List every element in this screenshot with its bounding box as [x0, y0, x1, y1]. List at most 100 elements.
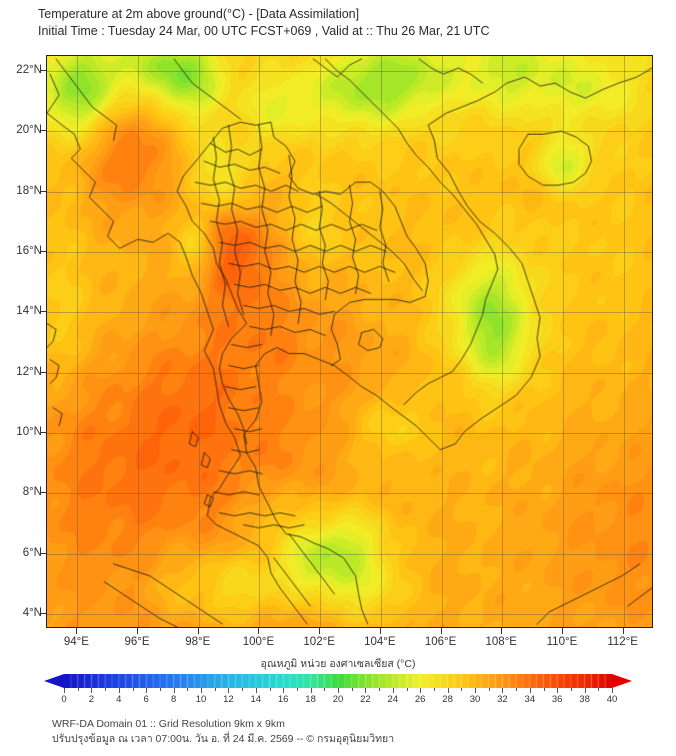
colorbar-minor-tick	[488, 688, 490, 691]
colorbar-label: อุณหภูมิ หน่วย องศาเซลเซียส (°C)	[260, 658, 416, 670]
y-tick-label: 8°N	[22, 486, 42, 499]
colorbar-major-tick	[91, 688, 93, 693]
colorbar-major-tick	[283, 688, 285, 693]
colorbar-tick-label: 34	[524, 694, 536, 705]
x-tick-label: 108°E	[485, 636, 517, 648]
x-tick-mark	[197, 628, 199, 634]
y-tick-mark	[40, 431, 46, 433]
colorbar-minor-tick	[105, 688, 107, 691]
y-tick-label: 16°N	[16, 245, 42, 258]
footer-model-info: WRF-DA Domain 01 :: Grid Resolution 9km …	[52, 718, 285, 730]
colorbar-major-tick	[584, 688, 586, 693]
x-tick-label: 110°E	[546, 636, 578, 648]
chart-title-block: Temperature at 2m above ground(°C) - [Da…	[38, 6, 658, 40]
colorbar-major-tick	[118, 688, 120, 693]
colorbar-major-tick	[557, 688, 559, 693]
colorbar-minor-tick	[433, 688, 435, 691]
colorbar-tick-label: 30	[469, 694, 481, 705]
colorbar-tick-label: 4	[116, 694, 122, 705]
colorbar-major-tick	[612, 688, 613, 693]
colorbar-minor-tick	[242, 688, 244, 691]
footer-block: WRF-DA Domain 01 :: Grid Resolution 9km …	[52, 717, 652, 747]
y-tick-label: 22°N	[16, 64, 42, 77]
colorbar-major-tick	[146, 688, 148, 693]
colorbar-major-tick	[228, 688, 230, 693]
y-tick-mark	[40, 492, 46, 494]
colorbar-tick-label: 20	[332, 694, 344, 705]
colorbar-major-tick	[255, 688, 257, 693]
colorbar-major-tick	[310, 688, 312, 693]
colorbar-tick-label: 2	[88, 694, 95, 705]
y-tick-label: 12°N	[16, 365, 42, 378]
x-tick-mark	[440, 628, 442, 634]
colorbar-tick-label: 0	[61, 694, 67, 705]
colorbar-minor-tick	[570, 688, 572, 691]
x-tick-label: 104°E	[364, 636, 396, 648]
colorbar-minor-tick	[324, 688, 326, 691]
colorbar-tick-label: 10	[195, 694, 207, 705]
x-tick-label: 94°E	[63, 636, 89, 648]
colorbar-major-tick	[502, 688, 504, 693]
colorbar-major-tick	[338, 688, 339, 693]
colorbar-under-arrow	[44, 674, 64, 688]
colorbar-minor-tick	[351, 688, 353, 691]
colorbar-major-tick	[201, 688, 202, 693]
colorbar-tick-label: 24	[387, 694, 399, 705]
colorbar-tick-label: 8	[170, 694, 177, 705]
y-tick-label: 10°N	[16, 425, 42, 438]
colorbar-block: อุณหภูมิ หน่วย องศาเซลเซียส (°C) 0 2 4 6 8 10…	[0, 655, 676, 713]
colorbar[interactable]: 0 2 4 6 8 10 12 14 16 18 20 22 24 26 28 30 32 34 36 38 40	[44, 672, 632, 705]
colorbar-minor-tick	[296, 688, 298, 691]
colorbar-major-tick	[64, 688, 65, 693]
y-tick-label: 18°N	[16, 184, 42, 197]
y-tick-label: 4°N	[22, 606, 42, 619]
colorbar-minor-tick	[77, 688, 79, 691]
colorbar-over-arrow	[612, 674, 632, 688]
x-tick-label: 102°E	[303, 636, 335, 648]
y-tick-mark	[40, 190, 46, 192]
y-tick-mark	[40, 70, 46, 72]
y-tick-mark	[40, 311, 46, 313]
chart-subtitle: Initial Time : Tuesday 24 Mar, 00 UTC FC…	[38, 24, 490, 38]
x-tick-mark	[76, 628, 78, 634]
colorbar-minor-tick	[159, 688, 161, 691]
x-tick-label: 96°E	[124, 636, 150, 648]
temperature-heatmap-canvas	[47, 56, 652, 627]
colorbar-tick-label: 14	[250, 694, 262, 705]
x-tick-label: 100°E	[242, 636, 275, 648]
colorbar-major-tick	[392, 688, 394, 693]
y-tick-label: 20°N	[16, 124, 42, 137]
x-tick-mark	[561, 628, 563, 634]
x-tick-mark	[379, 628, 381, 634]
colorbar-minor-tick	[214, 688, 216, 691]
x-tick-mark	[258, 628, 260, 634]
x-tick-mark	[319, 628, 321, 634]
x-tick-mark	[137, 628, 139, 634]
colorbar-gradient	[64, 674, 612, 688]
colorbar-minor-tick	[543, 688, 545, 691]
colorbar-minor-tick	[187, 688, 189, 691]
x-tick-label: 112°E	[607, 636, 638, 648]
colorbar-tick-label: 6	[143, 694, 149, 705]
x-tick-mark	[622, 628, 624, 634]
colorbar-minor-tick	[269, 688, 271, 691]
y-tick-mark	[40, 251, 46, 253]
colorbar-major-tick	[447, 688, 449, 693]
map-plot-area[interactable]	[46, 55, 653, 628]
colorbar-minor-tick	[406, 688, 408, 691]
colorbar-tick-label: 40	[606, 694, 618, 705]
colorbar-major-tick	[365, 688, 367, 693]
y-tick-mark	[40, 130, 46, 132]
colorbar-tick-label: 22	[360, 694, 371, 705]
footer-update-info: ปรับปรุงข้อมูล ณ เวลา 07:00น. วัน อ. ที่…	[52, 733, 395, 745]
colorbar-tick-label: 38	[579, 694, 590, 705]
colorbar-major-tick	[475, 688, 476, 693]
colorbar-minor-tick	[132, 688, 134, 691]
colorbar-tick-label: 28	[442, 694, 453, 705]
map-figure: 94°E 96°E 98°E 100°E 102°E 104°E 106°E 108°E 110…	[0, 48, 676, 648]
colorbar-minor-tick	[516, 688, 518, 691]
y-tick-mark	[40, 371, 46, 373]
y-tick-label: 6°N	[22, 546, 42, 559]
colorbar-tick-label: 18	[305, 694, 316, 705]
colorbar-major-tick	[529, 688, 531, 693]
